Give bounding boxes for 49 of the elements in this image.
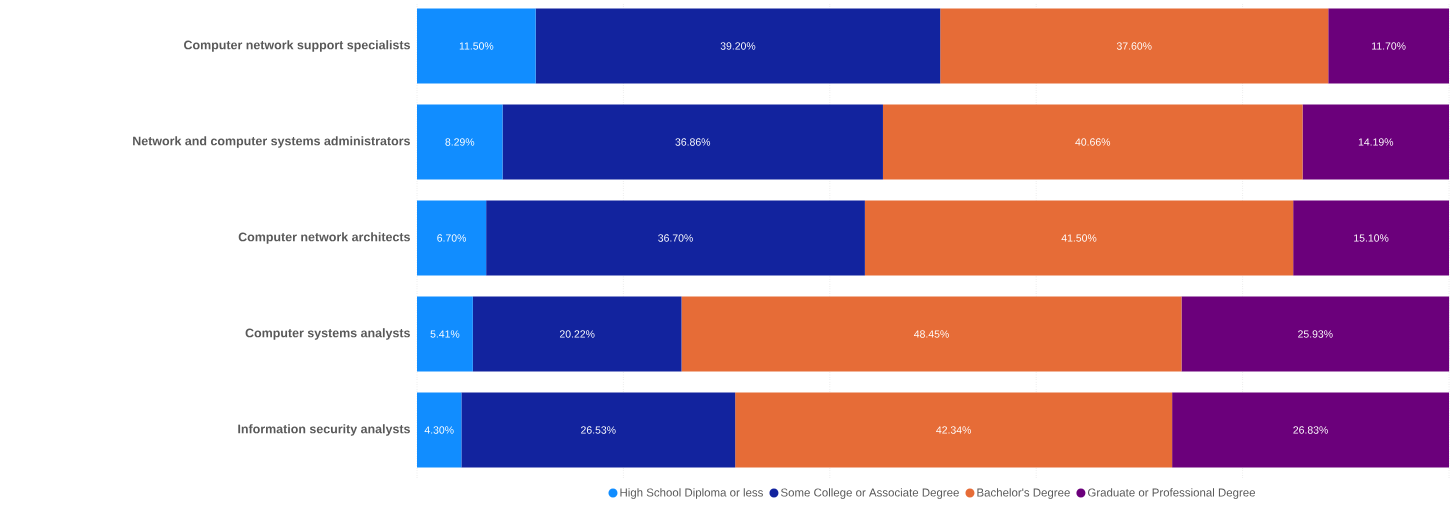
y-tick-label: Computer network support specialists — [184, 40, 410, 52]
data-label: 39.20% — [720, 42, 756, 50]
y-tick-label: Network and computer systems administrators — [133, 136, 410, 148]
bar — [1181, 296, 1450, 372]
data-label: 40.66% — [1075, 138, 1111, 146]
data-label: 41.50% — [1061, 234, 1097, 242]
bar — [940, 8, 1329, 84]
data-label: 25.93% — [1298, 330, 1333, 338]
bar — [461, 392, 736, 468]
legend-label: Graduate or Professional Degree — [1088, 488, 1256, 499]
bar — [1302, 104, 1449, 180]
bar — [1328, 8, 1449, 84]
y-tick-label: Computer systems analysts — [245, 328, 410, 340]
data-label: 36.86% — [675, 138, 711, 146]
legend-label: High School Diploma or less — [620, 488, 763, 499]
data-label: 11.50% — [459, 42, 494, 50]
data-label: 20.22% — [559, 330, 595, 338]
bar — [472, 296, 682, 372]
data-label: 11.70% — [1372, 42, 1406, 50]
legend-label: Bachelor's Degree — [977, 488, 1070, 499]
y-tick-label: Information security analysts — [238, 424, 410, 436]
bar — [417, 296, 473, 372]
bar — [864, 200, 1294, 276]
bar — [417, 200, 487, 276]
bar — [1293, 200, 1449, 276]
data-label: 4.30% — [424, 426, 454, 434]
y-tick-label: Computer network architects — [238, 232, 410, 244]
bar — [1172, 392, 1449, 468]
bar — [417, 8, 536, 84]
data-label: 5.41% — [430, 330, 460, 338]
bar — [535, 8, 941, 84]
bar — [417, 104, 503, 180]
data-label: 36.70% — [658, 234, 693, 242]
bar — [681, 296, 1182, 372]
data-label: 26.83% — [1293, 426, 1328, 434]
data-label: 8.29% — [445, 138, 475, 146]
data-label: 42.34% — [936, 426, 971, 434]
bar — [417, 392, 462, 468]
bar — [486, 200, 865, 276]
data-label: 15.10% — [1354, 234, 1389, 242]
legend-label: Some College or Associate Degree — [780, 488, 959, 499]
data-label: 6.70% — [437, 234, 467, 242]
data-label: 26.53% — [581, 426, 616, 434]
data-label: 37.60% — [1116, 42, 1152, 50]
bar — [735, 392, 1173, 468]
data-label: 48.45% — [914, 330, 949, 338]
data-label: 14.19% — [1358, 138, 1394, 146]
bar — [882, 104, 1303, 180]
bar — [502, 104, 883, 180]
